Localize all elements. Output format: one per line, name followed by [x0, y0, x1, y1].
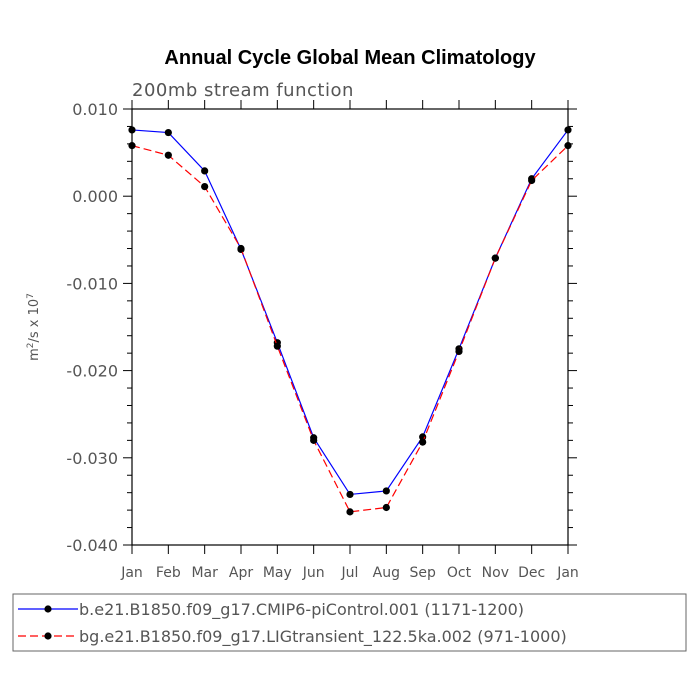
y-tick-label: -0.010 [66, 274, 118, 293]
series-2-point [237, 244, 245, 253]
x-tick-label: Mar [191, 565, 218, 581]
x-tick-label: Sep [409, 565, 436, 581]
plot-frame [131, 108, 569, 546]
series-layer [128, 126, 572, 516]
legend-label-1: b.e21.B1850.f09_g17.CMIP6-piControl.001 … [79, 600, 524, 620]
x-tick-label: Aug [373, 565, 400, 581]
series-2-point [201, 183, 209, 191]
series-1-point [382, 487, 390, 495]
series-2-point [491, 254, 499, 262]
legend-marker-1 [44, 605, 52, 613]
legend-marker-2 [44, 632, 52, 640]
x-tick-label: Oct [447, 565, 472, 581]
y-tick-label: 0.010 [72, 100, 118, 119]
series-2-point [455, 347, 463, 356]
y-tick-label: 0.000 [72, 187, 118, 206]
legend-label-2: bg.e21.B1850.f09_g17.LIGtransient_122.5k… [79, 627, 567, 647]
x-tick-label: Dec [518, 565, 545, 581]
x-tick-label: Nov [482, 565, 509, 581]
series-line-2 [131, 145, 569, 513]
legend-box [12, 593, 687, 652]
x-tick-label: May [263, 565, 292, 581]
legend: b.e21.B1850.f09_g17.CMIP6-piControl.001 … [18, 600, 567, 647]
series-line-1 [131, 129, 569, 496]
y-tick-label: -0.030 [66, 449, 118, 468]
chart-title: Annual Cycle Global Mean Climatology [164, 47, 536, 69]
series-2-point [310, 436, 318, 444]
chart-subtitle: 200mb stream function [132, 80, 354, 101]
series-2-point [528, 176, 536, 185]
series-2-point [164, 151, 172, 159]
y-tick-label: -0.040 [66, 536, 118, 555]
series-2-point [564, 142, 572, 150]
series-1-point [564, 126, 572, 134]
series-1-point [346, 490, 354, 499]
series-2-point [419, 438, 427, 446]
series-1-point [201, 167, 209, 175]
x-tick-label: Apr [229, 565, 253, 581]
series-1-point [128, 126, 136, 134]
series-2-point [382, 503, 390, 512]
series-2-point [273, 342, 281, 350]
y-tick-label: -0.020 [66, 362, 118, 381]
series-2-point [346, 508, 354, 516]
series-2-point [128, 142, 136, 150]
x-tick-label: Feb [156, 565, 181, 581]
x-tick-label: Jul [341, 565, 359, 581]
y-axis-label: m2/s x 107 [26, 293, 42, 361]
y-axis: 0.010 0.000 -0.010 -0.020 -0.030 -0.040 [66, 100, 577, 555]
minor-ticks [127, 125, 573, 529]
x-tick-label: Jun [302, 565, 325, 581]
x-axis: Jan Feb Mar Apr May Jun Jul Aug Sep Oct Nov Dec Jan [120, 100, 579, 581]
series-1-point [164, 128, 172, 137]
x-tick-label: Jan [556, 565, 579, 581]
x-tick-label: Jan [120, 565, 143, 581]
